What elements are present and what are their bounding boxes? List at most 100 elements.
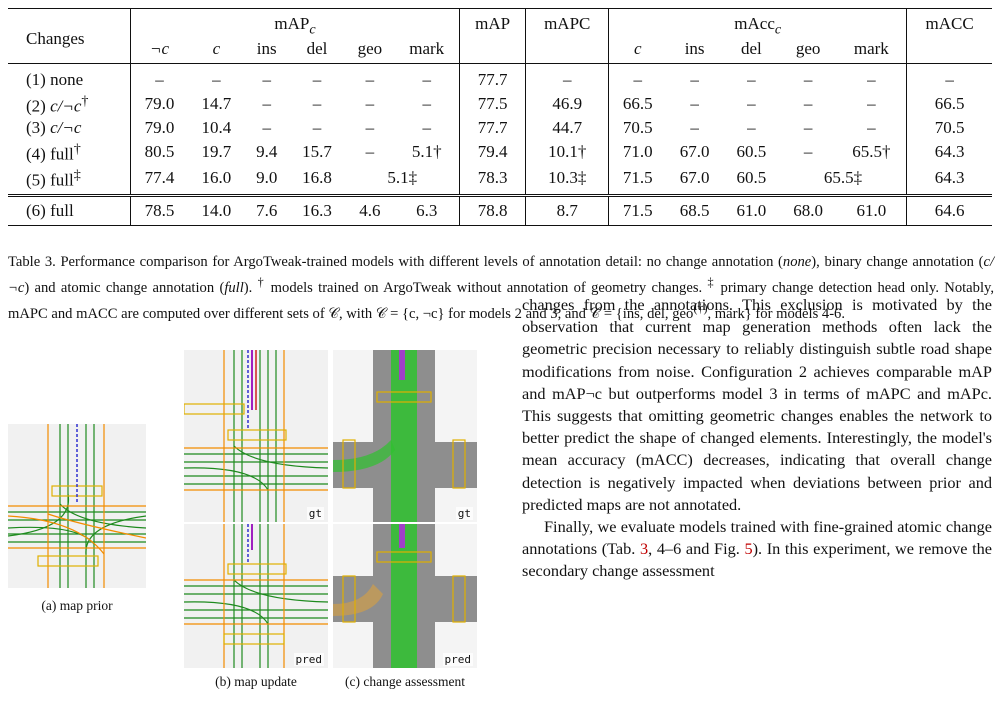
cell: – (394, 91, 461, 118)
cell: 67.0 (679, 141, 710, 161)
cell-merged: 5.1‡ (345, 164, 461, 196)
cell: 15.7 (302, 141, 332, 161)
header-col: mark (394, 39, 461, 64)
cell: 79.4 (459, 139, 527, 165)
pred-tag: pred (293, 653, 324, 666)
header-mapc: mAPC (525, 8, 610, 64)
cell: 16.0 (201, 167, 232, 187)
cell: 14.7 (201, 94, 232, 114)
header-col: ins (684, 39, 705, 59)
change-assessment-gt-image (333, 350, 477, 522)
header-map-group: mAPc (130, 8, 461, 40)
cell: 66.5 (622, 94, 653, 114)
cell-merged: 65.5‡ (779, 164, 908, 196)
cell: – (690, 94, 699, 114)
table-row: (1) none – – – – – – 77.7 – – – – – – – (8, 63, 992, 92)
figure-ref-link[interactable]: 5 (744, 539, 753, 559)
cell: – (365, 70, 375, 90)
cell: 80.5 (144, 141, 175, 161)
cell: 68.5 (679, 201, 710, 221)
cell: – (747, 94, 756, 114)
cell: 77.7 (459, 117, 527, 140)
row-label: (2) c/¬c† (8, 91, 131, 118)
map-update-pred-image (184, 524, 328, 668)
map-update-pred-panel: pred (184, 524, 328, 668)
cell: – (747, 70, 756, 90)
cell: 5.1† (394, 139, 461, 165)
cell: – (312, 118, 322, 138)
table-row: (3) c/¬c 79.0 10.4 – – – – 77.7 44.7 70.… (8, 117, 992, 140)
header-col: geo (357, 39, 383, 59)
header-col: del (740, 39, 762, 59)
cell: – (212, 70, 221, 90)
cell: 14.0 (201, 201, 232, 221)
cell: 61.0 (736, 201, 767, 221)
cell: 64.6 (934, 201, 965, 221)
cell: 66.5 (934, 94, 965, 114)
cell: – (747, 118, 756, 138)
panel-c-caption: (c) change assessment (345, 674, 465, 689)
cell: 6.3 (394, 195, 461, 226)
cell: – (803, 118, 813, 138)
cell: 78.3 (459, 164, 527, 196)
row-label: (4) full† (8, 139, 131, 165)
cell: – (836, 117, 908, 140)
cell: 10.3‡ (525, 164, 610, 196)
row-label: (3) c/¬c (8, 117, 131, 140)
cell: 77.5 (459, 91, 527, 118)
panel-b-caption: (b) map update (215, 674, 297, 689)
panel-a-caption: (a) map prior (41, 598, 113, 613)
cell: 46.9 (525, 91, 610, 118)
cell: 70.5 (934, 118, 965, 138)
table-row: (2) c/¬c† 79.0 14.7 – – – – 77.5 46.9 66… (8, 91, 992, 118)
cell: – (836, 91, 908, 118)
header-col: geo (795, 39, 821, 59)
map-update-gt-image (184, 350, 328, 522)
table-row: (6) full 78.5 14.0 7.6 16.3 4.6 6.3 78.8… (8, 195, 992, 226)
header-changes: Changes (8, 8, 131, 64)
row-label: (6) full (8, 195, 131, 226)
pred-tag: pred (442, 653, 473, 666)
header-col: ins (256, 39, 277, 59)
gt-tag: gt (455, 507, 473, 520)
cell: 70.5 (622, 118, 653, 138)
results-table: Changes mAPc mAP mAPC mAccc mACC ¬c c in… (8, 8, 992, 226)
change-assessment-pred-image (333, 524, 477, 668)
cell: – (945, 70, 954, 90)
cell: – (312, 94, 322, 114)
cell: 10.1† (525, 139, 610, 165)
table-caption: Table 3. Performance comparison for Argo… (8, 254, 995, 322)
cell: 8.7 (525, 195, 610, 226)
cell: 19.7 (201, 141, 232, 161)
table-header-row-2: ¬c c ins del geo mark c ins del geo mark (8, 39, 992, 64)
cell: 71.5 (622, 167, 653, 187)
cell: – (690, 118, 699, 138)
change-assessment-gt-panel: gt (333, 350, 477, 522)
cell: – (633, 70, 643, 90)
cell: – (803, 94, 813, 114)
cell: 78.8 (459, 195, 527, 226)
cell: 7.6 (256, 201, 278, 221)
cell: – (394, 63, 461, 92)
cell: 44.7 (525, 117, 610, 140)
change-assessment-pred-panel: pred (333, 524, 477, 668)
cell: 64.3 (934, 141, 965, 161)
cell: – (803, 70, 813, 90)
cell: – (836, 63, 908, 92)
cell: – (365, 141, 375, 161)
cell: – (262, 118, 271, 138)
cell: – (394, 117, 461, 140)
cell: 65.5† (836, 139, 908, 165)
cell: – (262, 94, 271, 114)
cell: 79.0 (144, 118, 175, 138)
cell: 9.4 (256, 141, 278, 161)
table-ref-link[interactable]: 3 (640, 539, 649, 559)
table-row: (4) full† 80.5 19.7 9.4 15.7 – 5.1† 79.4… (8, 139, 992, 165)
table-row: (5) full‡ 77.4 16.0 9.0 16.8 5.1‡ 78.3 1… (8, 164, 992, 196)
map-prior-panel (8, 424, 146, 588)
cell: – (155, 70, 164, 90)
cell: 77.4 (144, 167, 175, 187)
header-macc-group: mAccc (608, 8, 908, 40)
paragraph: Finally, we evaluate models trained with… (522, 517, 992, 581)
cell: 4.6 (359, 201, 381, 221)
